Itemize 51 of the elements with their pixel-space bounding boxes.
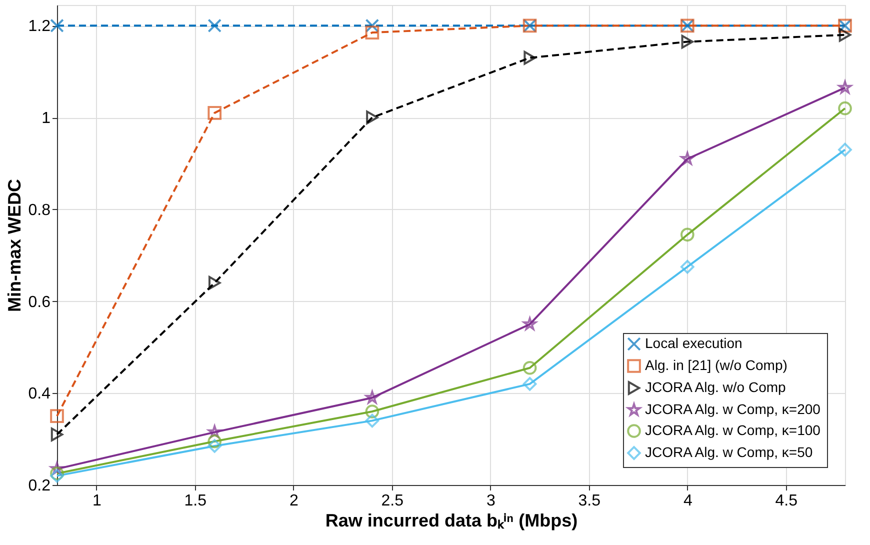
- point: [50, 409, 64, 424]
- y-tick-label: 0.8: [28, 202, 51, 219]
- point: [838, 142, 852, 157]
- point: [50, 466, 64, 480]
- point: [208, 18, 222, 33]
- point: [680, 228, 694, 242]
- point: [365, 404, 380, 418]
- y-tick-label: 1.2: [28, 18, 51, 36]
- legend-label: Local execution: [645, 335, 742, 351]
- point: [681, 34, 694, 49]
- point: [208, 106, 222, 120]
- point: [522, 360, 537, 375]
- point: [838, 28, 852, 42]
- point: [523, 317, 536, 330]
- x-tick-label: 1.5: [184, 492, 207, 510]
- x-axis-title: Raw incurred data bₖⁱⁿ (Mbps): [325, 510, 578, 530]
- x-tick-label: 3.5: [578, 492, 601, 510]
- point: [524, 50, 536, 65]
- y-tick-label: 0.6: [28, 294, 51, 311]
- point: [522, 377, 537, 391]
- y-tick-label: 0.2: [28, 478, 51, 494]
- point: [208, 439, 222, 453]
- x-tick-label: 1: [92, 492, 102, 510]
- point: [366, 110, 378, 124]
- point: [366, 390, 379, 404]
- legend-label: Alg. in [21] (w/o Comp): [645, 357, 788, 373]
- x-tick-label: 4.5: [775, 492, 798, 510]
- point: [365, 18, 380, 33]
- point: [208, 434, 222, 448]
- point: [50, 468, 64, 483]
- point: [365, 26, 380, 40]
- point: [50, 428, 64, 442]
- point: [680, 260, 694, 274]
- point: [680, 152, 694, 165]
- y-tick-label: 0.4: [28, 386, 51, 403]
- point: [208, 276, 221, 290]
- point: [50, 18, 64, 33]
- point: [365, 414, 380, 428]
- y-tick-label: 1: [42, 110, 51, 128]
- y-axis-title: Min-max WEDC: [4, 178, 24, 312]
- x-tick-label: 2: [289, 492, 298, 510]
- legend-label: JCORA Alg. w Comp, κ=200: [645, 401, 821, 417]
- point: [838, 80, 852, 94]
- x-tick-label: 4: [683, 492, 692, 510]
- legend-label: JCORA Alg. w/o Comp: [645, 379, 786, 395]
- legend-label: JCORA Alg. w Comp, κ=100: [645, 422, 821, 438]
- point: [208, 425, 222, 438]
- x-tick-label: 2.5: [381, 492, 404, 510]
- legend-label: JCORA Alg. w Comp, κ=50: [645, 444, 813, 460]
- x-tick-label: 3: [486, 492, 496, 510]
- point: [838, 101, 852, 116]
